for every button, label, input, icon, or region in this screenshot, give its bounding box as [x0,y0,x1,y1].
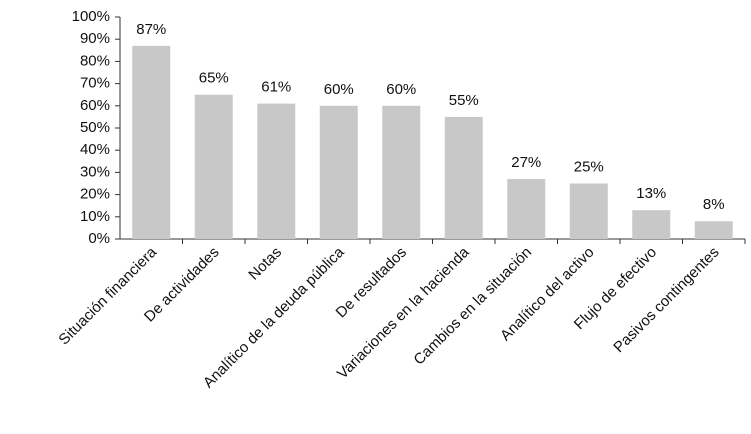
x-tick-label: Pasivos contingentes [610,244,722,356]
value-label: 60% [386,81,416,98]
bar [132,45,171,239]
y-tick-label: 60% [80,97,110,114]
value-label: 61% [261,79,291,96]
y-tick-label: 10% [80,208,110,225]
y-tick-label: 80% [80,52,110,69]
value-label: 87% [136,21,166,38]
x-tick-label: Cambios en la situación [410,244,535,369]
value-label: 27% [511,154,541,171]
bar [632,210,671,239]
bar [319,105,358,239]
bar [194,94,233,239]
y-tick-label: 90% [80,30,110,47]
x-tick-label: Variaciones en la hacienda [334,243,473,382]
value-label: 60% [324,81,354,98]
bar [569,183,608,239]
y-tick-label: 100% [72,8,110,25]
bar [444,116,483,239]
y-tick-label: 40% [80,141,110,158]
value-label: 13% [636,185,666,202]
bar [694,221,733,239]
x-tick-label: Notas [245,244,285,284]
y-tick-label: 0% [88,230,110,247]
bar [382,105,421,239]
value-label: 8% [703,196,725,213]
value-label: 25% [574,158,604,175]
bar [257,103,296,239]
bar [507,179,546,239]
x-tick-label: Situación financiera [55,243,160,348]
value-label: 65% [199,70,229,87]
y-tick-label: 50% [80,119,110,136]
y-tick-label: 70% [80,75,110,92]
y-tick-label: 30% [80,163,110,180]
value-label: 55% [449,92,479,109]
y-tick-label: 20% [80,186,110,203]
